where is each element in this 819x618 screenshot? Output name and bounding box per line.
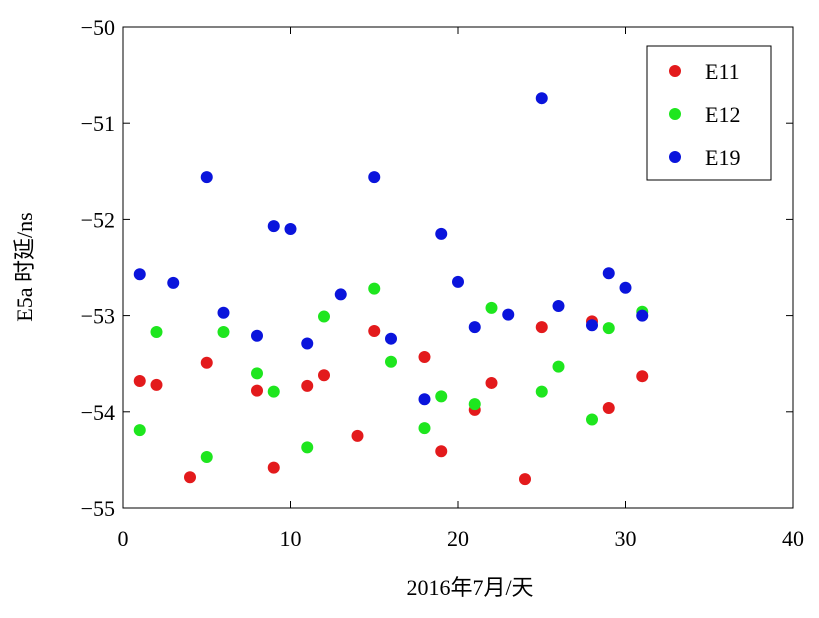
data-point-e11 xyxy=(485,376,498,389)
data-point-e19 xyxy=(435,227,448,240)
series-e12 xyxy=(133,282,649,464)
legend-label-e19: E19 xyxy=(705,145,740,170)
data-point-e11 xyxy=(251,384,263,397)
y-tick-label: −52 xyxy=(81,207,115,232)
y-axis-title: E5a 时延/ns xyxy=(12,212,37,321)
data-point-e19 xyxy=(133,268,146,281)
data-point-e11 xyxy=(133,375,146,388)
data-point-e19 xyxy=(619,281,632,294)
data-point-e11 xyxy=(519,473,531,486)
data-point-e11 xyxy=(602,401,615,414)
data-point-e11 xyxy=(200,356,213,369)
data-point-e19 xyxy=(251,329,263,342)
data-point-e11 xyxy=(535,321,548,334)
data-point-e11 xyxy=(318,369,330,382)
legend-marker-e19 xyxy=(669,151,681,163)
data-point-e12 xyxy=(251,367,263,380)
x-axis-title: 2016年7月/天 xyxy=(406,575,533,600)
data-point-e19 xyxy=(167,276,180,289)
data-point-e19 xyxy=(502,308,515,321)
data-point-e12 xyxy=(468,398,481,411)
data-point-e12 xyxy=(485,301,498,314)
data-point-e19 xyxy=(217,306,230,319)
data-point-e11 xyxy=(301,379,314,392)
data-point-e11 xyxy=(368,324,381,337)
data-point-e12 xyxy=(552,360,565,373)
x-tick-label: 20 xyxy=(447,526,469,551)
legend-label-e11: E11 xyxy=(705,59,740,84)
y-tick-label: −55 xyxy=(81,496,115,521)
data-point-e12 xyxy=(217,325,230,338)
y-tick-label: −54 xyxy=(81,400,115,425)
legend-box xyxy=(646,45,772,181)
x-tick-label: 0 xyxy=(118,526,129,551)
y-tick-label: −50 xyxy=(81,15,115,40)
data-point-e12 xyxy=(267,385,280,398)
data-point-e19 xyxy=(267,220,280,233)
data-point-e19 xyxy=(636,309,649,322)
legend-marker-e12 xyxy=(669,108,681,120)
data-point-e11 xyxy=(418,350,431,363)
data-point-e12 xyxy=(150,325,163,338)
data-point-e11 xyxy=(351,429,364,442)
data-point-e19 xyxy=(200,171,213,184)
legend-label-e12: E12 xyxy=(705,102,740,127)
x-axis: 0 10 20 30 40 xyxy=(118,27,804,551)
data-point-e11 xyxy=(435,445,448,458)
data-point-e12 xyxy=(301,441,314,454)
series-e19 xyxy=(133,92,649,406)
data-point-e19 xyxy=(452,275,464,288)
x-tick-label: 30 xyxy=(615,526,637,551)
data-point-e19 xyxy=(602,267,615,280)
data-point-e11 xyxy=(267,461,280,474)
data-point-e19 xyxy=(368,171,381,184)
data-point-e19 xyxy=(284,223,297,236)
data-point-e12 xyxy=(435,390,448,403)
y-axis: −55 −54 −53 −52 −51 −50 xyxy=(81,15,793,521)
data-point-e12 xyxy=(418,422,431,435)
x-tick-label: 40 xyxy=(782,526,804,551)
legend-marker-e11 xyxy=(669,65,681,77)
data-point-e12 xyxy=(535,385,548,398)
data-point-e19 xyxy=(334,288,347,301)
y-tick-label: −51 xyxy=(81,111,115,136)
data-point-e11 xyxy=(150,378,163,391)
data-point-e12 xyxy=(368,282,381,295)
x-tick-label: 10 xyxy=(280,526,302,551)
series-e11 xyxy=(133,315,649,486)
data-point-e12 xyxy=(200,451,213,464)
data-point-e19 xyxy=(586,319,598,332)
data-point-e11 xyxy=(184,471,196,484)
data-point-e19 xyxy=(385,332,397,345)
data-point-e19 xyxy=(468,321,481,334)
data-point-e12 xyxy=(586,413,598,426)
data-point-e12 xyxy=(385,355,397,368)
y-tick-label: −53 xyxy=(81,304,115,329)
data-point-e12 xyxy=(318,310,330,323)
data-point-e19 xyxy=(418,393,431,406)
data-points xyxy=(133,92,649,486)
legend: E11 E12 E19 xyxy=(646,45,772,181)
data-point-e12 xyxy=(602,322,615,335)
data-point-e19 xyxy=(301,337,314,350)
data-point-e12 xyxy=(133,424,146,437)
data-point-e11 xyxy=(636,370,649,383)
data-point-e19 xyxy=(552,299,565,312)
data-point-e19 xyxy=(535,92,548,105)
